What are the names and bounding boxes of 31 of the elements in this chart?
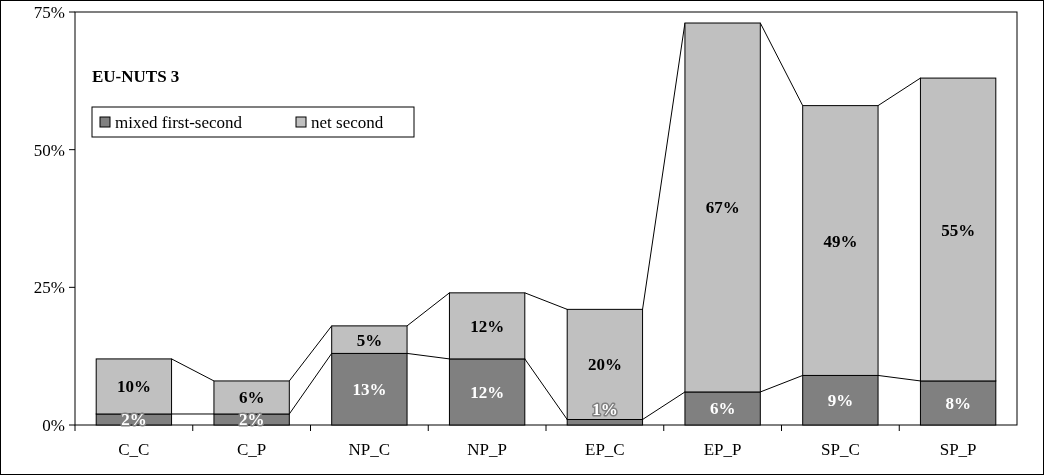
text: EU-NUTS 3	[92, 67, 180, 86]
data-label: 12%	[470, 316, 505, 336]
y-tick-label: 75%	[33, 3, 65, 22]
x-tick-label: SP_C	[821, 440, 860, 459]
x-tick-label: NP_P	[467, 440, 507, 459]
data-label: 6%	[709, 399, 736, 419]
x-tick-label: NP_C	[348, 440, 391, 459]
data-label: 5%	[356, 330, 383, 350]
y-tick-label: 50%	[33, 140, 65, 160]
data-label: 8%	[945, 393, 971, 413]
data-label: 1%	[592, 400, 618, 420]
data-label: 55%	[941, 220, 976, 240]
data-label: 2%	[121, 410, 147, 430]
x-tick-label: SP_P	[939, 440, 977, 459]
data-label: 10%	[116, 377, 151, 397]
y-tick-label: 0%	[42, 416, 65, 435]
y-tick-label: 25%	[33, 278, 65, 298]
x-tick-label: EP_C	[585, 440, 625, 459]
data-label: 12%	[470, 382, 505, 402]
data-label: 13%	[352, 380, 387, 400]
legend-label: net second	[311, 113, 384, 132]
legend-label: mixed first-second	[115, 113, 243, 132]
data-label: 2%	[238, 410, 265, 430]
data-label: 67%	[705, 198, 740, 218]
x-tick-label: C_P	[236, 440, 267, 459]
data-label: 6%	[238, 388, 265, 408]
data-label: 9%	[827, 391, 854, 411]
data-label: 49%	[823, 231, 858, 251]
x-tick-label: EP_P	[703, 440, 742, 459]
data-label: 20%	[587, 355, 622, 375]
x-tick-label: C_C	[118, 440, 150, 459]
